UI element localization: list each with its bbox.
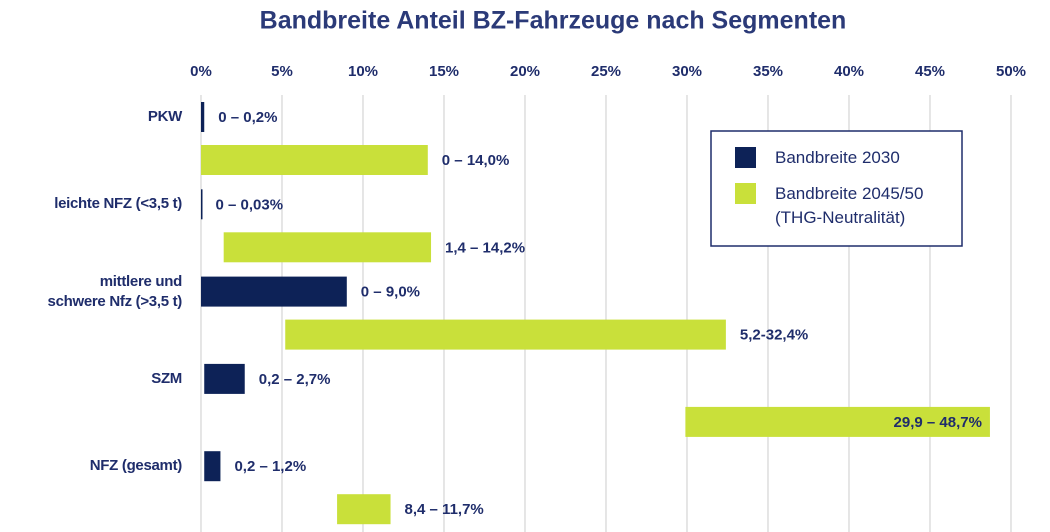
value-label: 0,2 – 1,2% <box>234 458 306 475</box>
x-tick-label: 10% <box>348 63 378 80</box>
category-label: PKW <box>147 108 182 125</box>
value-label: 0,2 – 2,7% <box>259 371 331 388</box>
x-tick-label: 35% <box>753 63 783 80</box>
legend-label: Bandbreite 2030 <box>775 148 900 167</box>
category-label: mittlere und schwere Nfz (>3,5 t) <box>47 272 183 310</box>
value-label: 0 – 14,0% <box>442 152 510 169</box>
x-tick-label: 0% <box>190 63 212 80</box>
x-tick-label: 50% <box>996 63 1026 80</box>
bar <box>285 319 726 350</box>
bar <box>223 232 432 263</box>
bar <box>204 451 221 482</box>
legend-swatch <box>735 183 756 204</box>
x-tick-label: 40% <box>834 63 864 80</box>
chart-title: Bandbreite Anteil BZ-Fahrzeuge nach Segm… <box>260 7 847 35</box>
value-label: 8,4 – 11,7% <box>405 501 484 518</box>
legend-label: Bandbreite 2045/50 (THG-Neutralität) <box>775 184 924 227</box>
bar <box>201 102 205 132</box>
bar <box>201 145 428 175</box>
category-label: SZM <box>151 369 182 387</box>
x-tick-label: 5% <box>271 63 293 80</box>
x-tick-label: 25% <box>591 63 621 80</box>
x-tick-label: 45% <box>915 63 945 80</box>
bar <box>337 494 391 525</box>
x-tick-label: 15% <box>429 63 459 80</box>
x-tick-label: 20% <box>510 63 540 80</box>
bar <box>204 363 245 394</box>
value-label: 1,4 – 14,2% <box>445 239 525 256</box>
category-label: leichte NFZ (<3,5 t) <box>54 195 182 213</box>
x-tick-label: 30% <box>672 63 702 80</box>
bar <box>685 406 990 437</box>
value-label: 0 – 0,03% <box>215 196 283 213</box>
legend-swatch <box>735 147 756 168</box>
value-label: 0 – 9,0% <box>361 284 420 301</box>
bar <box>201 189 203 220</box>
value-label: 0 – 0,2% <box>218 109 277 126</box>
bar <box>201 276 347 307</box>
value-label: 5,2-32,4% <box>740 327 808 344</box>
value-label: 29,9 – 48,7% <box>894 414 982 431</box>
category-label: NFZ (gesamt) <box>89 457 183 475</box>
